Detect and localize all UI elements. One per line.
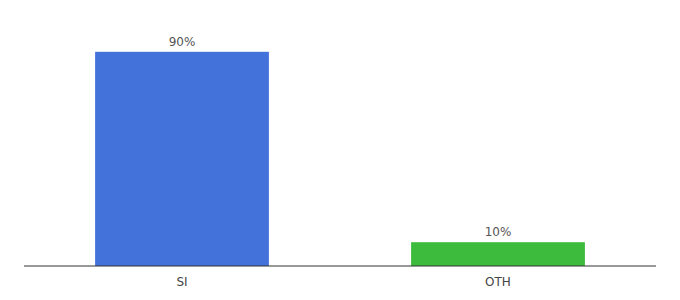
chart-svg: 90% 10% SI OTH [0, 0, 680, 300]
data-label: 90% [169, 35, 196, 49]
chart-container: 90% 10% SI OTH [0, 0, 680, 300]
plot-area: 90% 10% SI OTH [24, 35, 656, 289]
x-tick-label: SI [176, 275, 187, 289]
bar [411, 242, 585, 266]
x-axis-line [24, 266, 656, 267]
bars [95, 52, 585, 266]
x-tick-label: OTH [485, 275, 511, 289]
bar [95, 52, 269, 266]
data-label: 10% [485, 225, 512, 239]
